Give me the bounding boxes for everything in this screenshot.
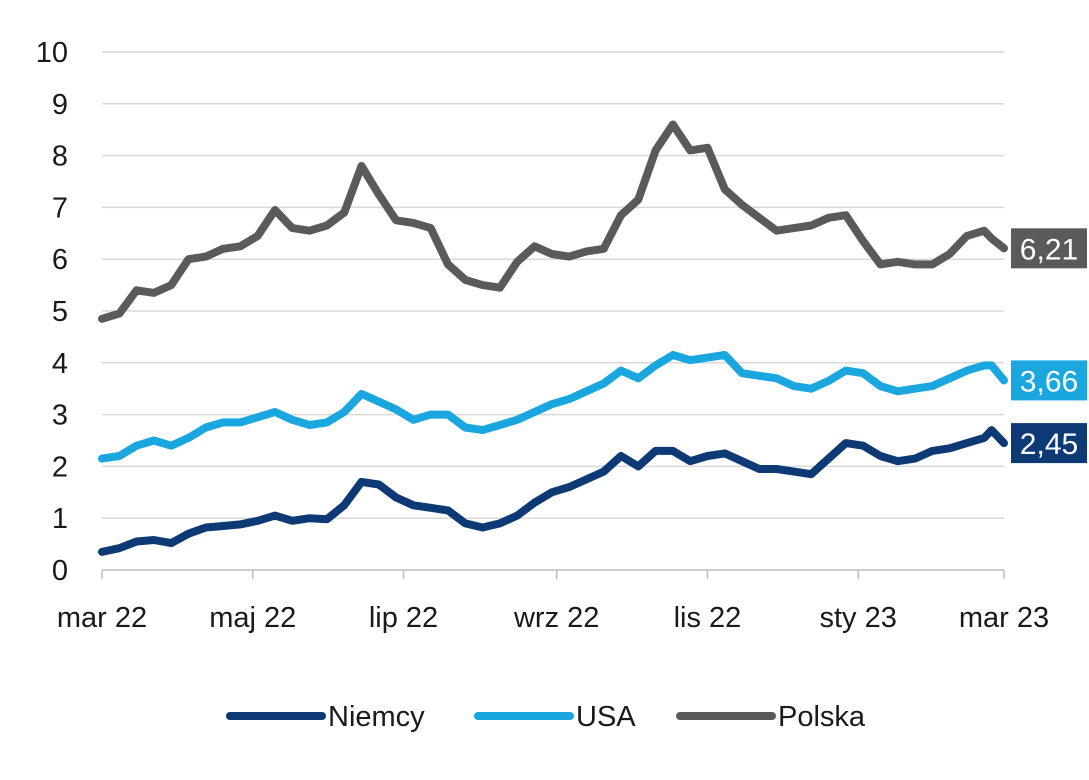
end-value-label: 3,66 xyxy=(1020,365,1078,398)
end-label-box xyxy=(1011,360,1087,401)
x-tick-label: lip 22 xyxy=(369,602,438,634)
y-tick-label: 8 xyxy=(52,141,68,173)
x-tick-label: sty 23 xyxy=(820,602,897,634)
y-tick-label: 6 xyxy=(52,244,68,276)
series-line-usa xyxy=(98,351,1008,463)
legend-label: Polska xyxy=(778,701,866,733)
grid xyxy=(102,51,1004,519)
x-tick-label: mar 22 xyxy=(57,602,147,634)
end-label-box xyxy=(1011,228,1087,269)
series-line-polska xyxy=(98,120,1008,323)
end-labels: 2,45 3,66 6,21 xyxy=(1011,228,1087,464)
y-tick-label: 3 xyxy=(52,400,68,432)
y-tick-label: 9 xyxy=(52,89,68,121)
x-tick-label: lis 22 xyxy=(674,602,742,634)
y-tick-label: 2 xyxy=(52,451,68,483)
y-tick-label: 1 xyxy=(52,503,68,535)
y-tick-label: 5 xyxy=(52,296,68,328)
end-value-label: 2,45 xyxy=(1020,428,1078,461)
end-value-label: 6,21 xyxy=(1020,233,1078,266)
x-tick-label: maj 22 xyxy=(209,602,296,634)
y-tick-label: 10 xyxy=(36,37,68,69)
legend-label: Niemcy xyxy=(328,701,425,733)
end-label-box xyxy=(1011,423,1087,464)
legend-label: USA xyxy=(576,701,636,733)
series-line-niemcy xyxy=(98,426,1008,556)
y-tick-label: 4 xyxy=(52,348,68,380)
series-lines xyxy=(98,120,1008,556)
y-tick-label: 0 xyxy=(52,555,68,587)
legend: Niemcy USA Polska xyxy=(226,701,866,733)
x-tick-label: mar 23 xyxy=(959,602,1049,634)
y-tick-label: 7 xyxy=(52,192,68,224)
axes: 0 1 2 3 4 5 6 7 8 9 10 mar 22 maj 22 lip 22 wrz 22 lis … xyxy=(36,37,1049,634)
x-tick-label: wrz 22 xyxy=(513,602,599,634)
